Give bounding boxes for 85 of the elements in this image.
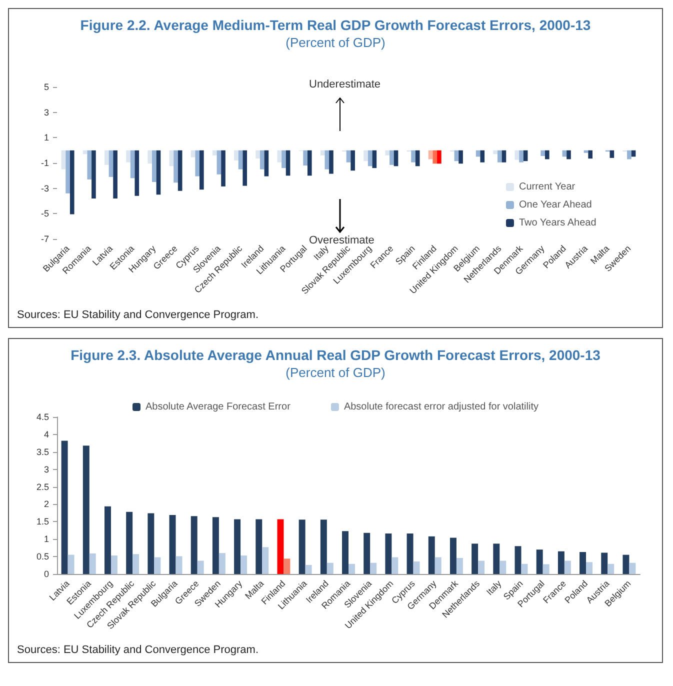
- legend-label: Absolute forecast error adjusted for volatility: [344, 402, 538, 412]
- y-tick-label: 0: [44, 569, 49, 579]
- chart-subtitle: (Percent of GDP): [286, 35, 386, 50]
- y-tick-label: 2.5: [36, 482, 49, 492]
- bar: [601, 552, 608, 574]
- legend-label: Absolute Average Forecast Error: [146, 402, 292, 412]
- y-tick-label: 3.5: [36, 446, 49, 457]
- y-tick-label: -5: [40, 208, 49, 219]
- bar: [277, 519, 284, 574]
- bar: [629, 562, 636, 574]
- bar: [197, 560, 204, 574]
- y-tick-label: 1: [44, 132, 49, 143]
- bar: [298, 520, 306, 574]
- bar: [413, 561, 420, 574]
- legend-label: Two Years Ahead: [518, 218, 596, 228]
- bar: [608, 564, 614, 574]
- bar: [68, 554, 74, 574]
- bar: [364, 532, 370, 574]
- bar: [320, 520, 327, 574]
- bar: [536, 550, 543, 574]
- bar: [580, 552, 586, 574]
- bar: [126, 512, 133, 574]
- bar: [190, 516, 198, 574]
- bar: [218, 553, 226, 574]
- bar: [542, 564, 550, 574]
- x-tick-label: Italy: [484, 578, 504, 598]
- bar: [392, 557, 398, 574]
- bar: [262, 547, 269, 574]
- bar: [434, 557, 442, 574]
- bar: [176, 556, 182, 574]
- bar: [240, 556, 248, 574]
- bar: [472, 544, 478, 574]
- bar: [110, 556, 118, 574]
- bar: [622, 554, 630, 574]
- bar: [514, 546, 522, 574]
- legend-label: One Year Ahead: [518, 200, 592, 210]
- bar: [169, 515, 176, 574]
- bar: [586, 562, 592, 574]
- bar: [385, 534, 392, 574]
- bar: [558, 551, 564, 574]
- y-tick-label: 2: [44, 499, 49, 510]
- y-tick-label: 3: [44, 464, 49, 474]
- bar: [521, 564, 528, 574]
- y-tick-label: 1: [44, 534, 49, 544]
- bar: [132, 554, 140, 574]
- chart-subtitle: (Percent of GDP): [286, 365, 386, 380]
- chart-title: Figure 2.3. Absolute Average Annual Real GDP Growth Forecast Errors, 2000-13: [70, 347, 601, 363]
- y-tick-label: 5: [44, 82, 49, 92]
- bar: [61, 440, 68, 574]
- bar: [305, 564, 312, 574]
- chart-title: Figure 2.2. Average Medium-Term Real GDP Growth Forecast Errors, 2000-13: [80, 17, 591, 33]
- annotation: Overestimate: [309, 234, 374, 246]
- bar: [212, 517, 219, 574]
- bar: [456, 558, 463, 574]
- bar: [564, 560, 571, 574]
- bar: [104, 506, 111, 574]
- legend-label: Current Year: [518, 182, 576, 192]
- y-tick-label: 0.5: [36, 552, 49, 562]
- annotation: Underestimate: [309, 78, 381, 90]
- bar: [154, 557, 161, 574]
- bar: [478, 560, 485, 574]
- bar: [148, 513, 154, 574]
- y-tick-label: 4.5: [36, 412, 49, 422]
- bar: [342, 531, 348, 574]
- y-tick-label: 1.5: [36, 516, 49, 527]
- y-tick-label: 4: [44, 429, 49, 440]
- bar: [284, 558, 290, 574]
- y-tick-label: -3: [40, 183, 49, 194]
- bar: [370, 562, 377, 574]
- bar: [89, 553, 96, 574]
- bar: [234, 519, 241, 574]
- y-tick-label: -1: [40, 158, 49, 168]
- bar: [326, 562, 334, 574]
- source-note: Sources: EU Stability and Convergence Program.: [16, 644, 260, 658]
- bar: [348, 564, 355, 574]
- bar: [406, 534, 414, 574]
- bar: [428, 536, 435, 574]
- bar: [450, 538, 456, 574]
- bar: [82, 446, 90, 574]
- bar: [256, 519, 262, 574]
- source-note: Sources: EU Stability and Convergence Program.: [16, 309, 260, 323]
- y-tick-label: 3: [44, 107, 49, 118]
- y-tick-label: -7: [40, 234, 49, 244]
- bar: [493, 544, 500, 574]
- bar: [500, 560, 506, 574]
